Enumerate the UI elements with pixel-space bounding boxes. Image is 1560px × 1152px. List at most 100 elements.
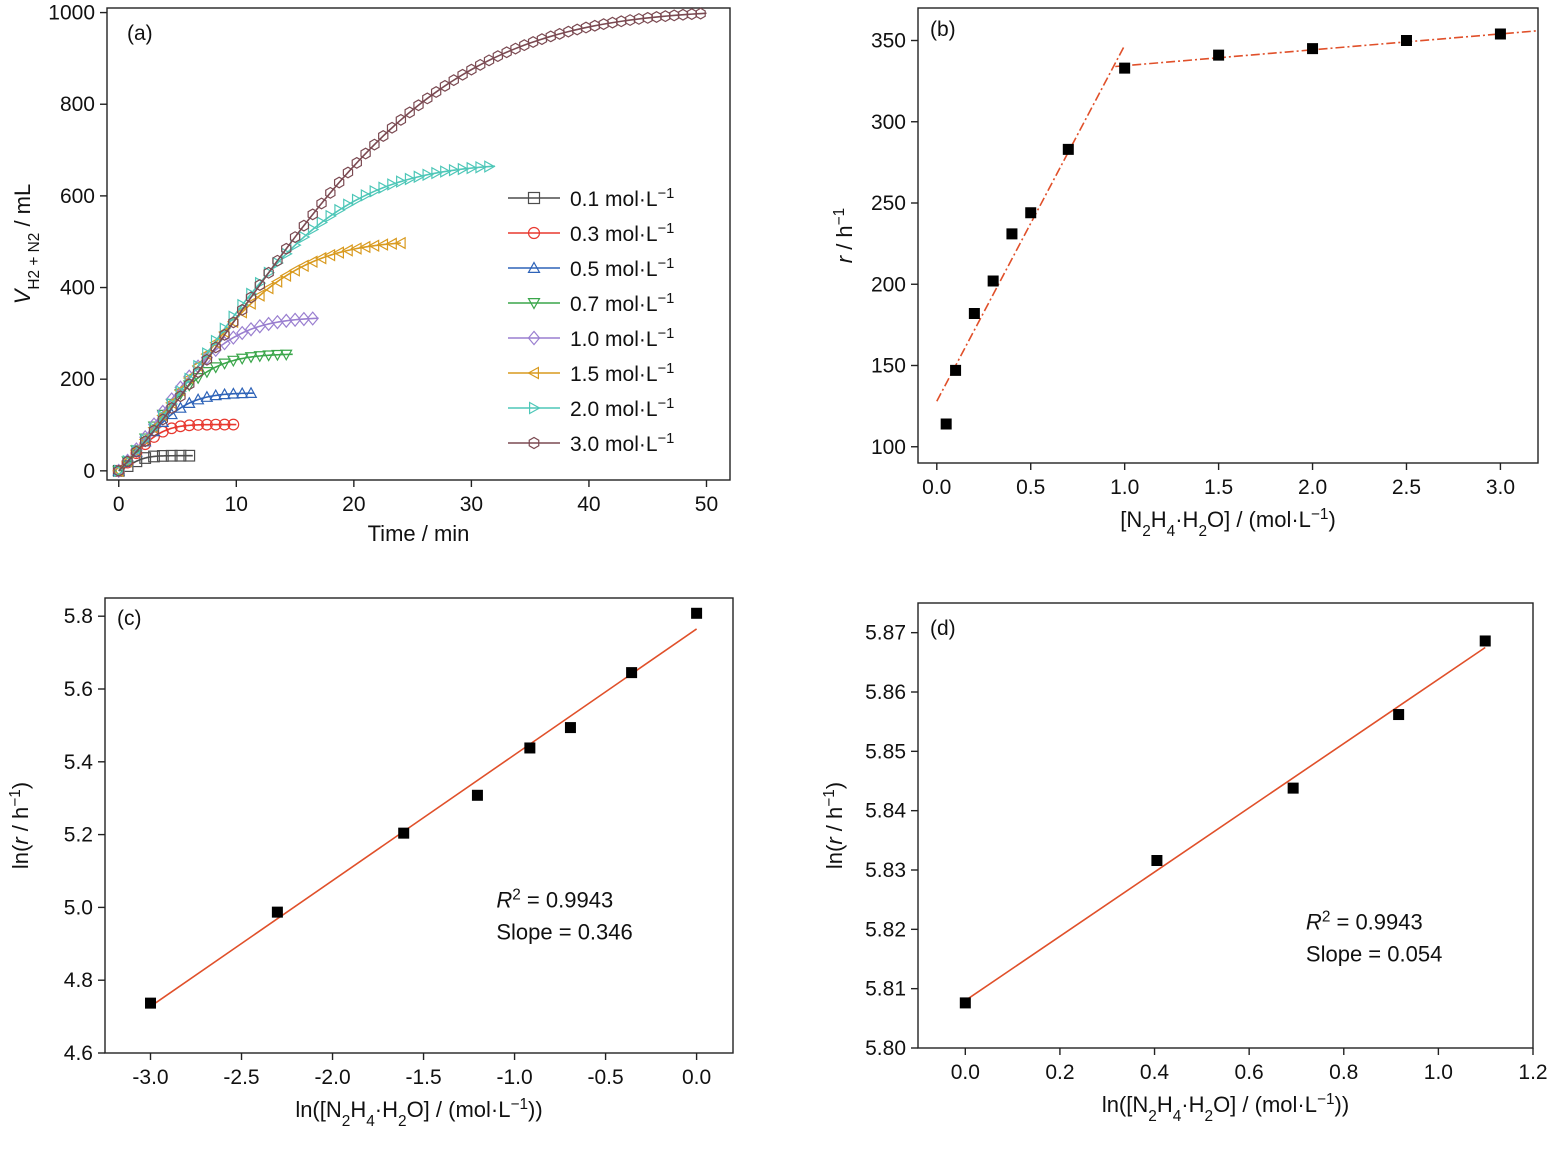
panel-a-series-point	[695, 7, 706, 20]
panel-a-series-point	[192, 418, 204, 431]
panel-a-series-point	[148, 424, 160, 437]
panel-a-series-point	[218, 418, 231, 431]
panel-a-series-point	[227, 330, 240, 345]
panel-d-y-tick-label: 5.84	[865, 800, 906, 823]
panel-a-series-point	[387, 178, 399, 191]
panel-a-y-tick-label: 600	[60, 185, 95, 208]
panel-a-series-point	[236, 303, 248, 316]
panel-a-series-point	[236, 325, 249, 341]
panel-a-legend-entry: 2.0 mol·L−1	[570, 396, 674, 421]
panel-a-series-point	[165, 407, 178, 420]
panel-a-series-point	[341, 244, 353, 257]
panel-d-x-tick-label: 1.0	[1424, 1061, 1453, 1084]
panel-a-series-point	[209, 388, 223, 401]
chart-panel-a: 0 10 20 30 40 50 0 200 400 600 800 1000 (a) Time / mi…	[10, 2, 731, 546]
panel-b-data-point	[950, 364, 962, 376]
panel-a-series-point	[288, 264, 300, 277]
panel-a-series-point	[262, 350, 275, 362]
panel-a-series-point	[227, 355, 240, 368]
panel-a-x-axis-title: Time / min	[368, 521, 470, 546]
panel-b-data-point	[1062, 143, 1074, 155]
panel-a-series-point	[174, 420, 187, 433]
panel-a-series-point	[174, 401, 187, 413]
panel-b-y-tick-label: 250	[871, 192, 906, 215]
panel-d-data-point	[1151, 855, 1163, 867]
panel-a-series-point	[202, 347, 214, 360]
panel-a-series-point	[253, 289, 265, 302]
panel-a-series-point	[227, 418, 240, 431]
panel-a-series-point	[121, 456, 134, 468]
panel-c-fit-line-0	[150, 628, 698, 1008]
panel-d-y-tick-label: 5.87	[865, 622, 906, 645]
panel-a-series-point	[314, 251, 327, 265]
panel-a-series-point	[165, 422, 178, 435]
panel-c-label: (c)	[117, 607, 142, 630]
panel-a-series-point	[342, 166, 354, 179]
panel-a-x-tick-label: 10	[225, 493, 248, 516]
panel-d-plot-frame	[917, 602, 1534, 1049]
panel-c-y-axis-title: ln(r / h−1)	[7, 782, 34, 869]
panel-b-x-tick-label: 3.0	[1486, 476, 1515, 499]
panel-d-x-tick-label: 0.0	[951, 1061, 980, 1084]
panel-c-data-point	[626, 667, 638, 679]
panel-a-series-point	[332, 246, 344, 259]
panel-c-x-tick-label: -2.5	[223, 1066, 259, 1089]
panel-a-series-point	[228, 310, 240, 324]
panel-a-series-point	[245, 291, 257, 304]
panel-a-series-point	[466, 161, 478, 175]
panel-a-series-point	[209, 362, 223, 374]
panel-a-x-tick-label: 50	[695, 493, 718, 516]
panel-a-label: (a)	[127, 22, 153, 45]
panel-b-data-point	[1494, 28, 1506, 40]
panel-b-fit-line-1	[1115, 29, 1539, 68]
panel-a-series-point	[210, 334, 223, 348]
panel-a-series-point	[288, 312, 302, 328]
panel-a-series-point	[297, 311, 310, 327]
panel-a-series-point	[307, 223, 320, 236]
panel-a-x-tick-label: 40	[577, 493, 600, 516]
panel-a-series-point	[316, 216, 329, 229]
panel-a-series-point	[396, 175, 408, 188]
panel-a-series-point	[307, 208, 318, 221]
panel-d-fit-line-0	[964, 646, 1486, 1002]
panel-d-x-tick-label: 0.4	[1140, 1061, 1170, 1084]
panel-a-series-point	[325, 186, 336, 199]
panel-a-series-point	[218, 358, 231, 370]
panel-d-x-tick-label: 1.2	[1518, 1061, 1547, 1084]
panel-d-y-axis-title: ln(r / h−1)	[821, 782, 848, 869]
panel-c-data-point	[691, 607, 703, 619]
panel-a-series-point	[193, 359, 205, 373]
panel-c-y-tick-label: 5.2	[64, 824, 93, 847]
panel-c-plot-frame	[104, 597, 734, 1054]
panel-a-series-point	[182, 396, 196, 408]
panel-a-series-point	[350, 242, 362, 255]
panel-c-y-tick-label: 5.0	[64, 896, 93, 919]
panel-a-series-point	[218, 387, 231, 400]
panel-a-y-tick-label: 800	[60, 93, 95, 116]
panel-a-series-point	[413, 170, 426, 184]
panel-d-data-point	[959, 997, 971, 1009]
panel-a-series-point	[316, 197, 327, 210]
panel-a-series-point	[297, 259, 309, 273]
panel-a-series-point	[475, 160, 487, 174]
panel-a-series-point	[235, 353, 249, 366]
panel-a-series-point	[306, 255, 318, 269]
panel-c-y-tick-label: 4.8	[64, 969, 93, 992]
panel-a-series-point	[351, 193, 364, 207]
panel-b-x-tick-label: 0.5	[1016, 476, 1045, 499]
panel-b-y-tick-label: 150	[871, 355, 906, 378]
panel-a-series-point	[253, 351, 267, 363]
panel-c-y-tick-label: 5.8	[64, 605, 93, 628]
panel-c-x-axis-title: ln([N2H4·H2O] / (mol·L−1))	[295, 1096, 542, 1130]
panel-a-series-point	[166, 401, 177, 414]
panel-a-series-point	[360, 147, 371, 160]
panel-a-series-point	[378, 129, 389, 142]
panel-a-series-line-3	[118, 353, 293, 472]
panel-a-legend-marker	[527, 330, 541, 346]
panel-a-series-point	[244, 386, 258, 398]
panel-a-series-point	[343, 198, 355, 212]
panel-a-series-point	[183, 419, 196, 432]
panel-c-r2-annotation: R2 = 0.9943	[496, 886, 613, 913]
panel-c-x-tick-label: -2.0	[314, 1066, 350, 1089]
panel-d-data-point	[1393, 709, 1405, 721]
